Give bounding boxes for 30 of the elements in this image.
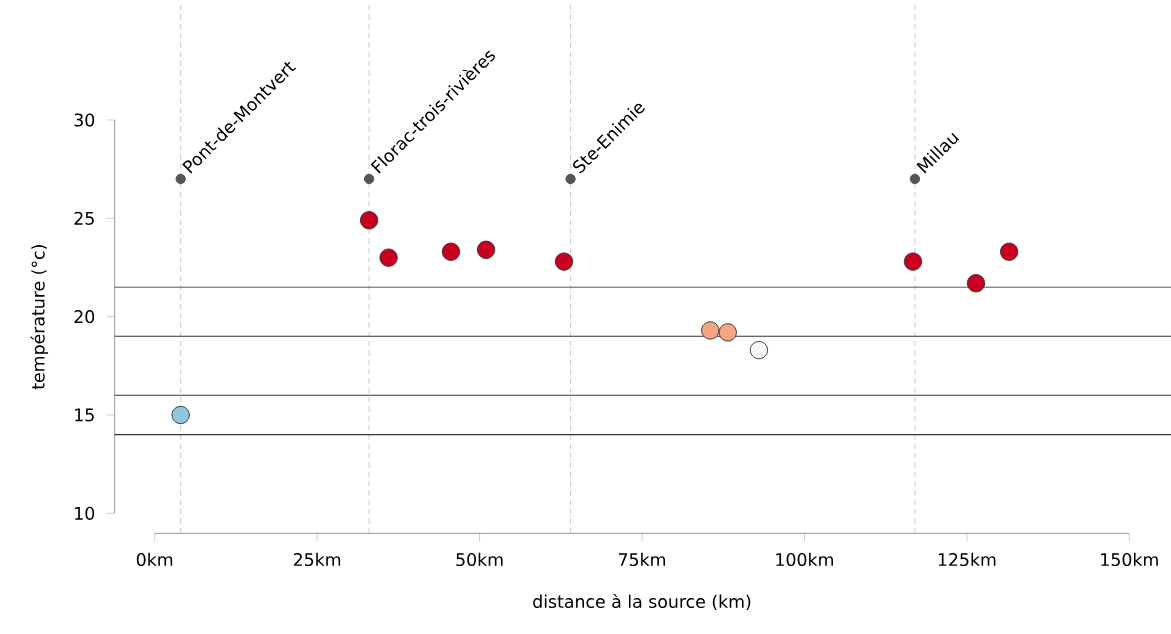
x-tick-label: 125km: [938, 552, 996, 567]
point: [359, 211, 379, 230]
point: [565, 173, 576, 185]
point: [554, 252, 574, 271]
point: [379, 248, 398, 267]
point: [171, 405, 190, 425]
x-tick-label: 150km: [1101, 552, 1158, 567]
point: [718, 323, 737, 342]
x-tick-label: 75km: [618, 552, 666, 567]
y-axis-title: température (°c): [30, 245, 49, 390]
point: [175, 173, 186, 185]
y-tick-label: 15: [75, 408, 94, 422]
y-tick-label: 10: [75, 506, 95, 520]
x-tick-label: 100km: [776, 552, 833, 567]
point: [363, 173, 375, 185]
x-tick-label: 0km: [136, 552, 173, 567]
y-tick-label: 20: [74, 310, 95, 324]
point: [701, 321, 720, 340]
point: [999, 242, 1019, 261]
point: [441, 242, 461, 261]
point: [909, 173, 921, 185]
point: [903, 252, 923, 271]
x-tick-label: 25km: [293, 552, 341, 567]
point: [966, 274, 986, 293]
point: [749, 340, 769, 360]
point: [476, 240, 496, 259]
x-axis-title: distance à la source (km): [533, 593, 751, 611]
y-tick-label: 30: [74, 113, 95, 127]
y-tick-label: 25: [74, 211, 94, 225]
x-tick-label: 50km: [456, 552, 503, 567]
